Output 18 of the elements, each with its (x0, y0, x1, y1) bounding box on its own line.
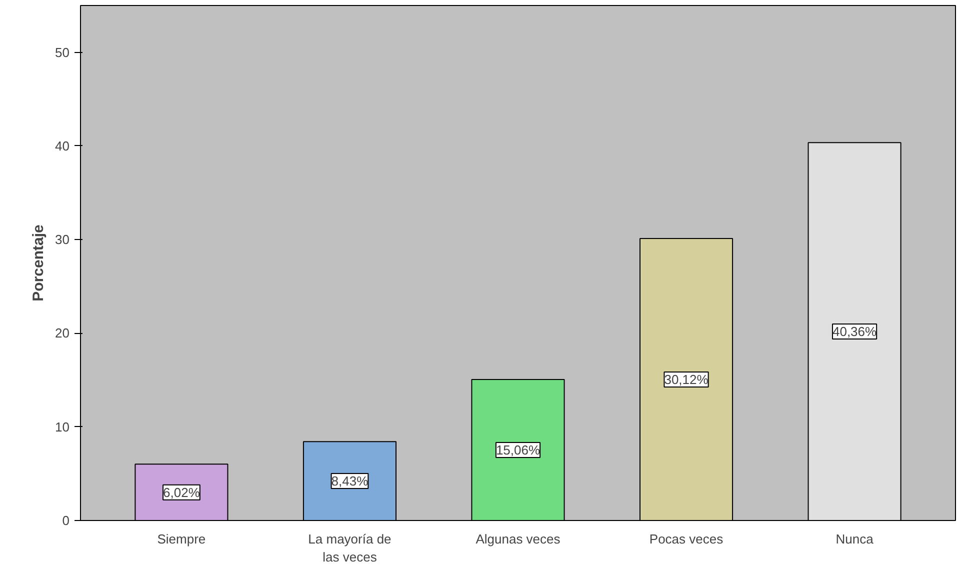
y-tick-label: 30 (55, 232, 70, 248)
x-tick-label: Pocas veces (649, 532, 724, 546)
y-tick-label: 50 (55, 44, 70, 60)
bar (134, 464, 228, 520)
x-tick-label: Nunca (836, 532, 874, 546)
y-tick-label: 10 (55, 419, 70, 434)
bar (471, 378, 565, 520)
bar (302, 441, 397, 520)
y-axis-title: Porcentaje (30, 224, 48, 302)
y-tick-label: 20 (55, 326, 70, 341)
y-tick-label: 40 (55, 138, 70, 154)
x-tick-label: La mayoría de las veces (308, 532, 392, 564)
y-tick-label: 0 (62, 513, 70, 528)
x-tick-label: Siempre (157, 532, 206, 546)
data-label: 6,02% (163, 484, 200, 500)
x-tick-label: Algunas veces (476, 532, 561, 546)
bar (639, 238, 734, 520)
bar (808, 142, 902, 520)
